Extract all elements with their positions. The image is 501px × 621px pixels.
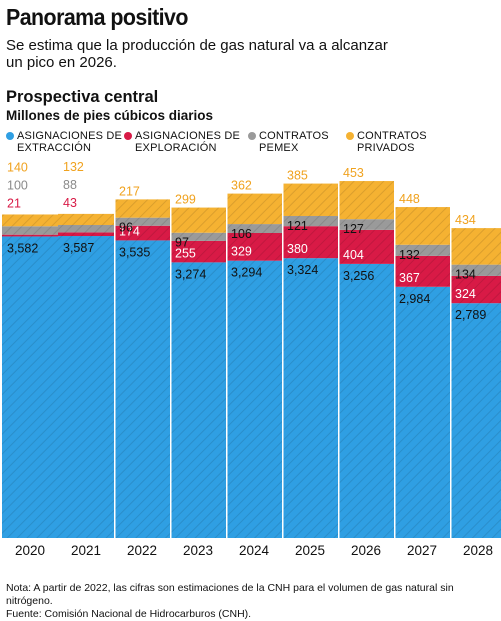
bar-hatch-pemex-2020 xyxy=(2,226,58,234)
source-text: Fuente: Comisión Nacional de Hidrocarbur… xyxy=(6,608,501,621)
data-label-extraccion-2026: 3,256 xyxy=(343,269,374,283)
x-tick-label-2023: 2023 xyxy=(183,543,213,558)
x-axis-labels: 2020 2021 2022 2023 2024 2025 2026 2027 2028 xyxy=(15,543,493,558)
bar-hatch-privados-2022 xyxy=(116,199,171,217)
data-label-privados-2020: 140 xyxy=(7,160,28,174)
x-tick-label-2021: 2021 xyxy=(71,543,101,558)
data-label-privados-2022: 217 xyxy=(119,184,140,198)
data-label-pemex-2025: 121 xyxy=(287,219,308,233)
data-label-privados-2023: 299 xyxy=(175,193,196,207)
bar-hatch-privados-2024 xyxy=(228,194,283,224)
bar-hatch-extraccion-2022 xyxy=(116,240,171,538)
data-label-extraccion-2020: 3,582 xyxy=(7,241,38,255)
data-label-exploracion-2021: 43 xyxy=(63,196,77,210)
data-label-pemex-2027: 132 xyxy=(399,248,420,262)
bar-hatch-extraccion-2027 xyxy=(396,287,451,538)
note-text: Nota: A partir de 2022, las cifras son e… xyxy=(6,582,501,608)
data-label-privados-2028: 434 xyxy=(455,213,476,227)
data-label-exploracion-2025: 380 xyxy=(287,242,308,256)
data-label-privados-2027: 448 xyxy=(399,192,420,206)
bar-hatch-privados-2028 xyxy=(452,228,501,265)
x-tick-label-2024: 2024 xyxy=(239,543,270,558)
data-label-privados-2021: 132 xyxy=(63,160,84,174)
bar-hatch-privados-2023 xyxy=(172,208,227,233)
data-label-pemex-2023: 97 xyxy=(175,236,189,250)
x-tick-label-2026: 2026 xyxy=(351,543,381,558)
bar-hatch-exploracion-2021 xyxy=(58,232,114,236)
data-label-extraccion-2023: 3,274 xyxy=(175,267,206,281)
data-label-privados-2026: 453 xyxy=(343,166,364,180)
data-label-pemex-2024: 106 xyxy=(231,227,252,241)
bar-hatch-extraccion-2028 xyxy=(452,303,501,538)
data-label-pemex-2020: 100 xyxy=(7,178,28,192)
data-label-exploracion-2026: 404 xyxy=(343,248,364,262)
x-tick-label-2025: 2025 xyxy=(295,543,325,558)
x-tick-label-2022: 2022 xyxy=(127,543,157,558)
bar-hatch-privados-2025 xyxy=(284,184,339,216)
data-label-pemex-2026: 127 xyxy=(343,222,364,236)
bar-hatch-privados-2027 xyxy=(396,207,451,245)
data-label-exploracion-2027: 367 xyxy=(399,271,420,285)
bar-hatch-privados-2020 xyxy=(2,214,58,226)
data-label-exploracion-2028: 324 xyxy=(455,287,476,301)
x-tick-label-2020: 2020 xyxy=(15,543,45,558)
data-label-pemex-2022: 96 xyxy=(119,221,133,235)
data-label-extraccion-2024: 3,294 xyxy=(231,266,262,280)
data-label-privados-2024: 362 xyxy=(231,179,252,193)
data-label-extraccion-2028: 2,789 xyxy=(455,308,486,322)
bar-hatch-extraccion-2020 xyxy=(2,236,58,538)
x-tick-label-2028: 2028 xyxy=(463,543,493,558)
bar-hatch-extraccion-2025 xyxy=(284,258,339,538)
bar-hatch-extraccion-2021 xyxy=(58,236,114,538)
data-label-privados-2025: 385 xyxy=(287,169,308,183)
data-label-extraccion-2021: 3,587 xyxy=(63,241,94,255)
footnote: Nota: A partir de 2022, las cifras son e… xyxy=(6,582,501,621)
x-tick-label-2027: 2027 xyxy=(407,543,437,558)
bar-hatch-exploracion-2020 xyxy=(2,235,58,237)
data-label-pemex-2021: 88 xyxy=(63,178,77,192)
data-label-extraccion-2025: 3,324 xyxy=(287,263,318,277)
data-label-extraccion-2022: 3,535 xyxy=(119,245,150,259)
data-label-extraccion-2027: 2,984 xyxy=(399,292,430,306)
bar-hatch-privados-2026 xyxy=(340,181,395,219)
data-label-exploracion-2020: 21 xyxy=(7,196,21,210)
bar-hatch-extraccion-2024 xyxy=(228,261,283,538)
bar-hatch-privados-2021 xyxy=(58,214,114,225)
bar-hatch-extraccion-2026 xyxy=(340,264,395,538)
data-label-pemex-2028: 134 xyxy=(455,268,476,282)
data-label-exploracion-2024: 329 xyxy=(231,245,252,259)
bar-hatch-pemex-2021 xyxy=(58,225,114,232)
bar-hatch-extraccion-2023 xyxy=(172,262,227,538)
